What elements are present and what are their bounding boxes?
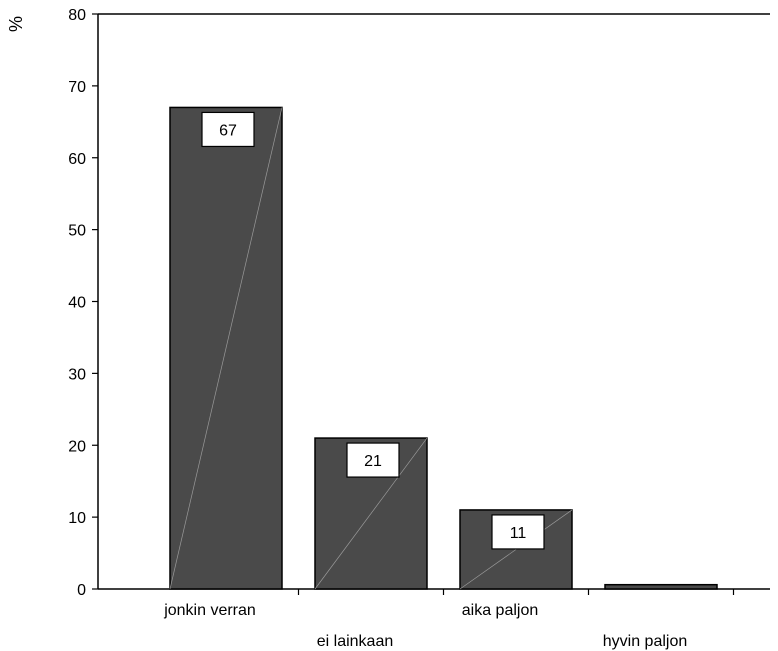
data-label: 21: [364, 453, 382, 470]
y-tick-label: 50: [68, 223, 86, 240]
y-tick-label: 40: [68, 295, 86, 312]
category-label: jonkin verran: [163, 602, 256, 619]
category-label: ei lainkaan: [317, 633, 394, 650]
y-tick-label: 70: [68, 79, 86, 96]
category-label: aika paljon: [462, 602, 539, 619]
bar: [604, 583, 718, 590]
y-tick-label: 30: [68, 366, 86, 383]
data-label: 11: [510, 525, 527, 542]
data-label-box: [346, 442, 400, 478]
bar-group: 67: [169, 106, 283, 590]
y-tick-label: 0: [77, 582, 86, 599]
bar-group: 11: [459, 509, 573, 590]
data-label-box: [491, 514, 545, 550]
y-tick-label: 60: [68, 151, 86, 168]
bar-shading-line: [314, 437, 428, 590]
category-label: hyvin paljon: [603, 633, 688, 650]
y-tick-label: 10: [68, 510, 86, 527]
y-tick-label: 80: [68, 7, 86, 24]
data-label-box: [201, 111, 255, 148]
y-tick-label: 20: [68, 438, 86, 455]
bars: 67 21 11: [169, 106, 718, 590]
bar-shading-line: [169, 107, 283, 590]
data-label: 67: [219, 122, 237, 139]
y-axis-label: %: [6, 16, 26, 32]
bar-group: [604, 583, 718, 590]
category-labels: jonkin verran ei lainkaan aika paljon hyvin…: [163, 602, 687, 650]
bar-group: 21: [314, 437, 428, 590]
